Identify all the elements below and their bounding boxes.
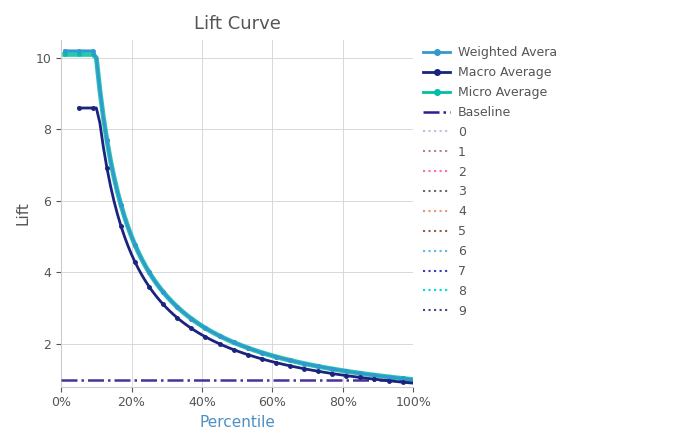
X-axis label: Percentile: Percentile: [199, 415, 275, 430]
Y-axis label: Lift: Lift: [15, 202, 30, 225]
Legend: Weighted Avera, Macro Average, Micro Average, Baseline, 0, 1, 2, 3, 4, 5, 6, 7, : Weighted Avera, Macro Average, Micro Ave…: [423, 46, 557, 318]
Title: Lift Curve: Lift Curve: [194, 15, 281, 33]
